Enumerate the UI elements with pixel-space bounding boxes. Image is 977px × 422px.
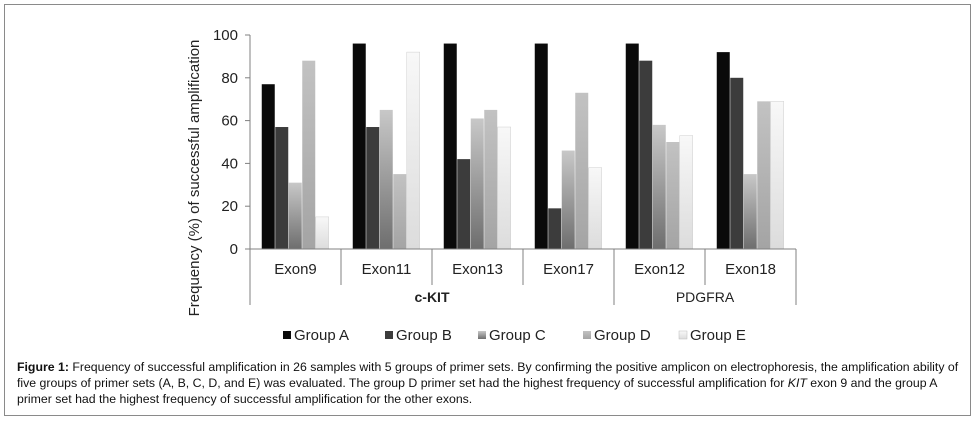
- y-tick-label: 20: [221, 198, 238, 215]
- bar-group-b-exon11: [366, 127, 380, 249]
- bar-group-e-exon13: [497, 126, 511, 250]
- bar-group-a-exon9: [261, 84, 275, 249]
- bar-group-c-exon11: [379, 109, 393, 250]
- bar-group-c-exon13: [470, 118, 484, 250]
- bar-group-a-exon17: [534, 43, 548, 250]
- y-axis-label: Frequency (%) of successful amplificatio…: [186, 40, 203, 317]
- bar-group-d-exon18: [757, 101, 771, 249]
- figure-caption: Figure 1: Frequency of successful amplif…: [17, 359, 963, 407]
- legend-label: Group B: [396, 327, 452, 344]
- legend-swatch: [678, 330, 688, 340]
- bar-group-c-exon17: [561, 150, 575, 249]
- bar-group-b-exon12: [639, 60, 653, 250]
- bar-group-b-exon17: [548, 208, 562, 249]
- x-tick-label: Exon13: [452, 261, 503, 278]
- bar-group-c-exon18: [743, 174, 757, 249]
- legend-label: Group C: [489, 327, 546, 344]
- x-tick-label: Exon11: [362, 261, 412, 278]
- x-tick-label: Exon17: [543, 261, 594, 278]
- caption-text-1: Frequency of successful amplification in…: [17, 360, 959, 390]
- bar-group-d-exon11: [393, 174, 407, 249]
- x-group-label: c-KIT: [415, 289, 450, 305]
- bar-group-b-exon13: [457, 159, 471, 249]
- caption-text-2: exon 9 and the group A primer set had th…: [17, 376, 937, 406]
- y-tick-label: 100: [213, 27, 238, 44]
- caption-italic: KIT: [787, 376, 807, 390]
- bar-group-d-exon17: [575, 92, 589, 249]
- legend-label: Group D: [594, 327, 651, 344]
- legend-swatch: [283, 331, 291, 339]
- legend-swatch: [478, 331, 486, 339]
- legend-label: Group E: [690, 327, 746, 344]
- legend-swatch: [583, 331, 591, 339]
- bar-group-a-exon18: [716, 52, 730, 250]
- bar-group-c-exon12: [652, 124, 666, 249]
- bar-group-e-exon18: [770, 101, 784, 250]
- x-group-label: PDGFRA: [676, 289, 735, 305]
- bar-group-e-exon17: [588, 167, 602, 250]
- bar-group-a-exon12: [625, 43, 639, 250]
- y-tick-label: 60: [221, 113, 238, 130]
- bar-group-e-exon9: [315, 216, 329, 250]
- bar-group-d-exon13: [484, 109, 498, 250]
- y-tick-label: 40: [221, 155, 238, 172]
- bar-group-b-exon18: [730, 77, 744, 249]
- bar-group-e-exon12: [679, 135, 693, 250]
- bar-group-b-exon9: [275, 127, 289, 249]
- figure-frame: [4, 4, 971, 416]
- bar-group-a-exon13: [443, 43, 457, 250]
- bar-group-c-exon9: [288, 182, 302, 249]
- legend-label: Group A: [294, 327, 349, 344]
- bar-group-e-exon11: [406, 51, 420, 250]
- caption-label: Figure 1:: [17, 360, 69, 374]
- bar-group-d-exon9: [302, 60, 316, 250]
- x-tick-label: Exon12: [634, 261, 685, 278]
- y-tick-label: 0: [230, 241, 238, 258]
- y-tick-label: 80: [221, 70, 238, 87]
- x-tick-label: Exon9: [274, 261, 317, 278]
- bar-group-a-exon11: [352, 43, 366, 250]
- x-tick-label: Exon18: [725, 261, 776, 278]
- legend-swatch: [385, 331, 393, 339]
- bar-group-d-exon12: [666, 142, 680, 249]
- bar-chart: Frequency (%) of successful amplificatio…: [186, 27, 797, 344]
